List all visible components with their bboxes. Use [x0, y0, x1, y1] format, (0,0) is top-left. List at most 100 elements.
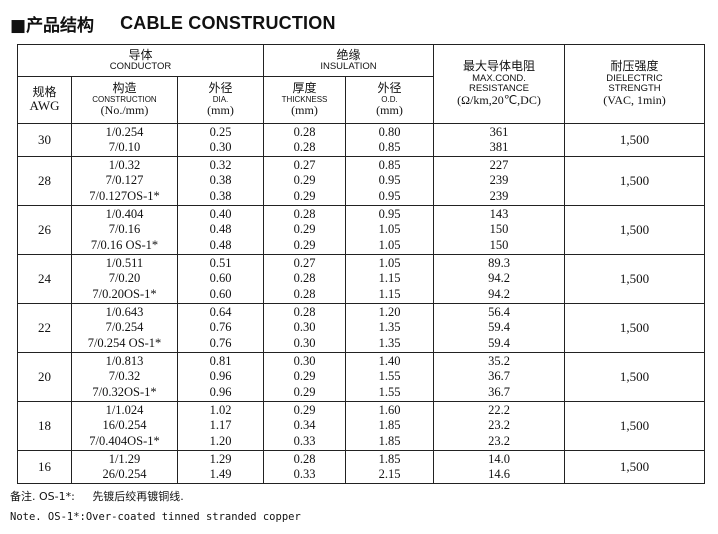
dia-value: 0.38 [209, 188, 232, 203]
od-value: 0.95 [378, 173, 401, 188]
cell-dielectric: 1,500 [564, 450, 705, 484]
cell-thickness: 0.27 0.28 0.28 [263, 254, 346, 304]
cell-dielectric: 1,500 [564, 254, 705, 304]
construction-value: 1/0.511 [105, 256, 144, 271]
header-thickness-unit: (mm) [291, 103, 318, 118]
header-conductor-en: CONDUCTOR [109, 60, 172, 72]
note-en: Note. OS-1*:Over-coated tinned stranded … [10, 511, 301, 523]
od-value: 1.15 [378, 271, 401, 286]
header-od-en: O.D. [381, 94, 398, 104]
cell-dielectric: 1,500 [564, 303, 705, 353]
resistance-value: 14.6 [488, 467, 510, 481]
thickness-value: 0.29 [293, 237, 316, 252]
od-value: 1.55 [378, 384, 401, 399]
cell-thickness: 0.28 0.29 0.29 [263, 205, 346, 255]
cell-resistance: 143 150 150 [433, 205, 565, 255]
thickness-value: 0.28 [293, 207, 316, 222]
header-construction-en: CONSTRUCTION [92, 94, 157, 104]
resistance-value: 36.7 [488, 369, 510, 384]
resistance-value: 89.3 [488, 256, 510, 271]
cell-awg: 16 [17, 450, 72, 484]
cell-resistance: 227 239 239 [433, 156, 565, 206]
cell-awg: 22 [17, 303, 72, 353]
dia-value: 0.81 [209, 354, 232, 369]
note-cn-label: 备注. OS-1*: [10, 490, 75, 503]
dia-value: 0.60 [209, 286, 232, 301]
od-value: 1.85 [378, 418, 401, 433]
dia-value: 0.48 [209, 237, 232, 252]
cell-od: 0.95 1.05 1.05 [345, 205, 434, 255]
cell-awg: 18 [17, 401, 72, 451]
dia-value: 0.38 [209, 173, 232, 188]
header-thickness-en: THICKNESS [281, 94, 328, 104]
od-value: 1.05 [378, 237, 401, 252]
construction-value: 1/0.813 [105, 354, 144, 369]
cell-dia: 0.81 0.96 0.96 [177, 352, 264, 402]
dia-value: 1.49 [209, 467, 232, 481]
construction-value: 1/1.024 [105, 403, 144, 418]
dia-value: 1.17 [209, 418, 232, 433]
cell-dielectric: 1,500 [564, 205, 705, 255]
od-value: 0.95 [378, 207, 401, 222]
resistance-value: 56.4 [488, 305, 510, 320]
construction-value: 1/1.29 [108, 451, 141, 466]
resistance-value: 94.2 [488, 271, 510, 286]
resistance-value: 59.4 [488, 335, 510, 350]
dia-value: 0.60 [209, 271, 232, 286]
resistance-value: 94.2 [488, 286, 510, 301]
construction-value: 7/0.20OS-1* [92, 286, 157, 301]
cell-construction: 1/1.024 16/0.254 7/0.404OS-1* [71, 401, 178, 451]
note-cn-text: 先镀后绞再镀铜线. [92, 490, 184, 503]
od-value: 1.20 [378, 305, 401, 320]
cell-thickness: 0.29 0.34 0.33 [263, 401, 346, 451]
header-resistance-en1: MAX.COND. [472, 72, 526, 84]
table-row: 30 1/0.254 7/0.10 0.25 0.30 0.28 0.28 0.80 0.85 3… [17, 123, 705, 157]
cell-dia: 0.64 0.76 0.76 [177, 303, 264, 353]
header-od-cn: 外径 [377, 81, 402, 96]
header-awg: 规格 AWG [17, 76, 72, 124]
od-value: 1.05 [378, 222, 401, 237]
dia-value: 0.76 [209, 335, 232, 350]
header-conductor-cn: 导体 [128, 47, 153, 62]
cell-dia: 0.51 0.60 0.60 [177, 254, 264, 304]
header-dielectric-en1: DIELECTRIC [606, 72, 663, 84]
dia-value: 0.96 [209, 384, 232, 399]
section-heading: ■产品结构 CABLE CONSTRUCTION [10, 10, 336, 36]
dia-value: 0.76 [209, 320, 232, 335]
construction-value: 7/0.254 [105, 320, 144, 335]
od-value: 1.60 [378, 403, 401, 418]
construction-value: 1/0.254 [105, 124, 144, 139]
thickness-value: 0.34 [293, 418, 316, 433]
cell-od: 1.20 1.35 1.35 [345, 303, 434, 353]
cell-thickness: 0.30 0.29 0.29 [263, 352, 346, 402]
resistance-value: 239 [489, 188, 509, 203]
construction-value: 7/0.127OS-1* [89, 188, 160, 203]
construction-value: 7/0.404OS-1* [89, 433, 160, 448]
dia-value: 0.51 [209, 256, 232, 271]
cell-construction: 1/0.254 7/0.10 [71, 123, 178, 157]
od-value: 1.05 [378, 256, 401, 271]
construction-value: 7/0.16 OS-1* [90, 237, 159, 252]
construction-value: 26/0.254 [102, 467, 147, 481]
header-dia-unit: (mm) [207, 103, 234, 118]
construction-value: 16/0.254 [102, 418, 147, 433]
construction-value: 7/0.16 [108, 222, 141, 237]
construction-value: 1/0.404 [105, 207, 144, 222]
note-cn: 备注. OS-1*: 先镀后绞再镀铜线. [10, 488, 184, 504]
resistance-value: 381 [489, 140, 509, 154]
dia-value: 1.02 [209, 403, 232, 418]
cell-resistance: 361 381 [433, 123, 565, 157]
cell-dia: 1.02 1.17 1.20 [177, 401, 264, 451]
construction-value: 7/0.254 OS-1* [87, 335, 162, 350]
resistance-value: 22.2 [488, 403, 510, 418]
resistance-value: 150 [489, 237, 509, 252]
header-dielectric-cn: 耐压强度 [610, 59, 659, 74]
thickness-value: 0.29 [293, 369, 316, 384]
header-construction-cn: 构造 [112, 81, 137, 96]
dia-value: 0.25 [209, 124, 232, 139]
cell-awg: 30 [17, 123, 72, 157]
cell-dielectric: 1,500 [564, 156, 705, 206]
header-resistance: 最大导体电阻 MAX.COND. RESISTANCE (Ω/km,20℃,DC… [433, 44, 565, 124]
heading-title-cn: ■产品结构 [10, 11, 94, 36]
od-value: 1.55 [378, 369, 401, 384]
